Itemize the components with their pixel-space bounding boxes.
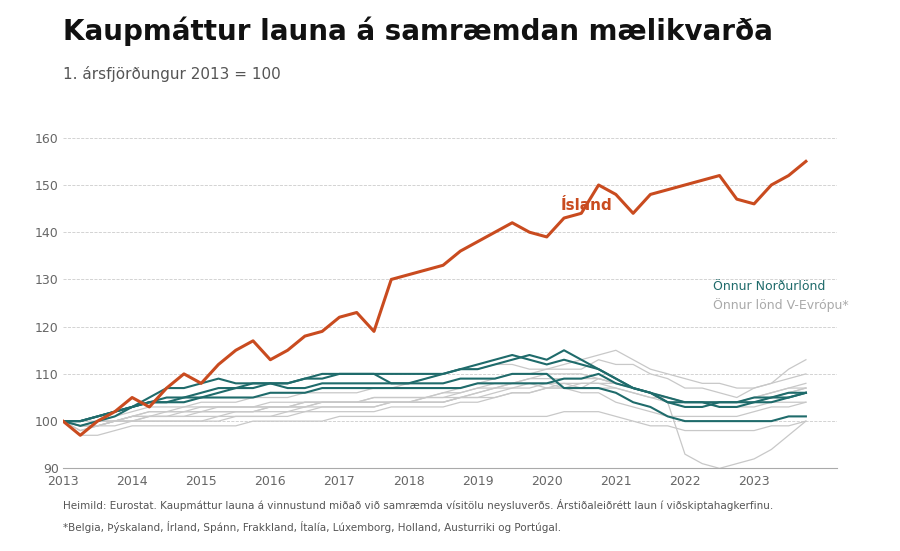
Text: Önnur lönd V-Evrópu*: Önnur lönd V-Evrópu* (713, 299, 848, 312)
Text: Heimild: Eurostat. Kaupmáttur launa á vinnustund miðað við samræmda vísitölu ney: Heimild: Eurostat. Kaupmáttur launa á vi… (63, 499, 773, 511)
Text: *Belgia, Þýskaland, Írland, Spánn, Frakkland, Ítalía, Lúxemborg, Holland, Austur: *Belgia, Þýskaland, Írland, Spánn, Frakk… (63, 521, 561, 533)
Text: Ísland: Ísland (561, 198, 612, 213)
Text: Önnur Norðurlönd: Önnur Norðurlönd (713, 280, 825, 293)
Text: Kaupmáttur launa á samræmdan mælikvarða: Kaupmáttur launa á samræmdan mælikvarða (63, 17, 773, 46)
Text: 1. ársfjörðungur 2013 = 100: 1. ársfjörðungur 2013 = 100 (63, 66, 281, 82)
